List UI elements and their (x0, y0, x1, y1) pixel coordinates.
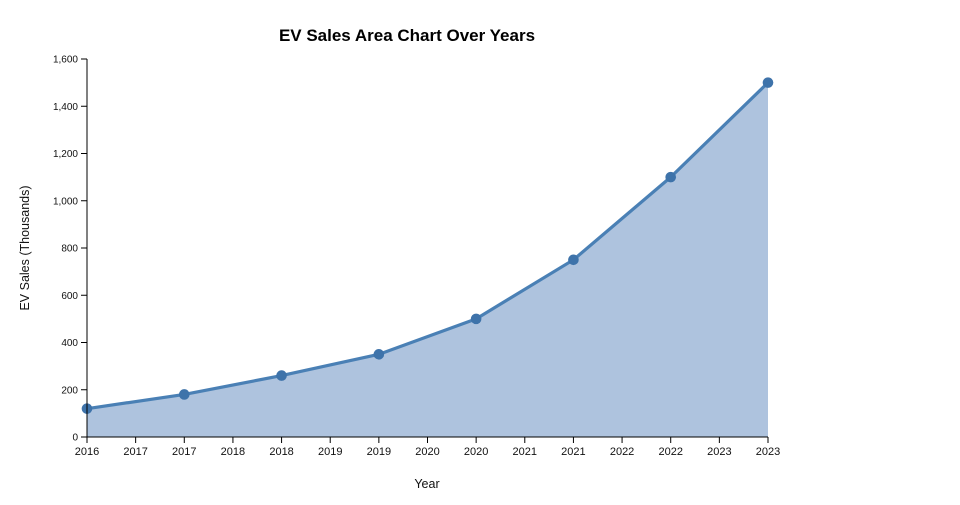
y-tick-label: 200 (61, 385, 78, 396)
data-point (276, 370, 287, 381)
x-tick-label: 2021 (513, 446, 537, 458)
chart-marks (81, 77, 774, 437)
y-tick-label: 1,600 (53, 55, 78, 66)
x-tick-label: 2022 (658, 446, 682, 458)
x-tick-label: 2017 (172, 446, 196, 458)
x-tick-label: 2023 (707, 446, 731, 458)
y-tick-label: 1,400 (53, 102, 78, 113)
data-points (81, 77, 774, 414)
data-point (762, 77, 774, 88)
x-tick-label: 2021 (561, 446, 585, 458)
y-tick-label: 1,000 (53, 196, 78, 207)
data-point (373, 349, 385, 360)
x-tick-label: 2018 (221, 446, 245, 458)
y-tick-label: 400 (61, 338, 78, 349)
y-tick-label: 0 (72, 433, 78, 444)
x-tick-label: 2016 (75, 446, 99, 458)
x-tick-label: 2019 (318, 446, 342, 458)
data-point (568, 254, 579, 266)
x-axis-title: Year (414, 477, 439, 491)
x-tick-label: 2019 (367, 446, 391, 458)
chart-title: EV Sales Area Chart Over Years (279, 26, 535, 45)
data-point (665, 171, 677, 183)
y-tick-label: 600 (61, 291, 78, 302)
data-point (178, 389, 190, 400)
y-axis-title: EV Sales (Thousands) (18, 185, 32, 310)
x-tick-label: 2020 (415, 446, 439, 458)
data-point (470, 313, 482, 325)
x-tick-label: 2017 (123, 446, 147, 458)
y-axis: 0 200 400 600 800 1,000 1,200 1,400 1,600 (53, 55, 88, 444)
x-tick-label: 2020 (464, 446, 488, 458)
area-fill (87, 82, 768, 437)
x-tick-label: 2018 (269, 446, 293, 458)
x-tick-label: 2023 (756, 446, 780, 458)
y-tick-label: 1,200 (53, 149, 78, 160)
x-axis: 2016 2017 2017 2018 2018 2019 2019 2020 2020 2021… (75, 436, 780, 458)
x-tick-label: 2022 (610, 446, 634, 458)
y-tick-label: 800 (61, 244, 78, 255)
trend-line (85, 81, 770, 411)
